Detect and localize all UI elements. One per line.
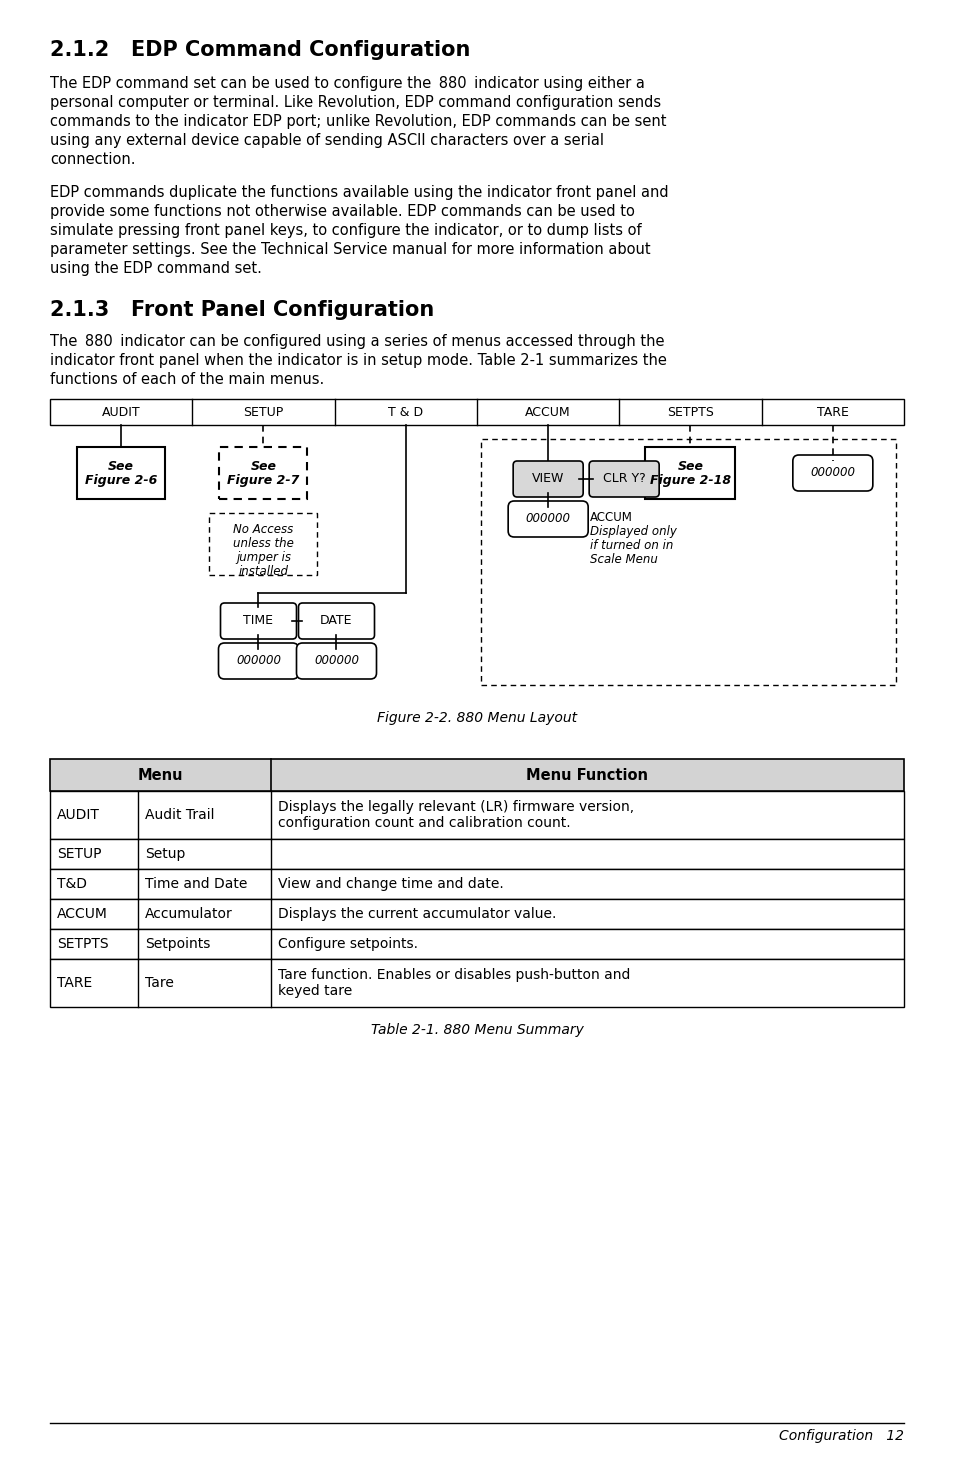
Text: SETUP: SETUP xyxy=(243,406,283,419)
FancyBboxPatch shape xyxy=(218,643,298,678)
Text: installed: installed xyxy=(238,565,288,578)
Text: provide some functions not otherwise available. EDP commands can be used to: provide some functions not otherwise ava… xyxy=(50,204,634,218)
Text: TARE: TARE xyxy=(57,976,92,990)
Text: Time and Date: Time and Date xyxy=(145,878,247,891)
Text: jumper is: jumper is xyxy=(235,552,291,563)
Text: AUDIT: AUDIT xyxy=(57,808,100,822)
Text: No Access: No Access xyxy=(233,524,294,535)
Text: VIEW: VIEW xyxy=(532,472,564,485)
Text: keyed tare: keyed tare xyxy=(277,984,352,999)
Text: SETPTS: SETPTS xyxy=(57,937,109,951)
Text: See: See xyxy=(677,460,702,473)
Text: Figure 2-2. 880 Menu Layout: Figure 2-2. 880 Menu Layout xyxy=(376,711,577,726)
Text: 000000: 000000 xyxy=(235,655,281,668)
Text: Figure 2-18: Figure 2-18 xyxy=(649,475,730,487)
Text: CLR Y?: CLR Y? xyxy=(602,472,645,485)
Text: ACCUM: ACCUM xyxy=(525,406,571,419)
Text: Accumulator: Accumulator xyxy=(145,907,233,920)
FancyBboxPatch shape xyxy=(508,502,588,537)
FancyBboxPatch shape xyxy=(589,462,659,497)
Text: Configuration   12: Configuration 12 xyxy=(779,1429,903,1443)
Text: Displays the legally relevant (LR) firmware version,: Displays the legally relevant (LR) firmw… xyxy=(277,799,634,814)
Text: Scale Menu: Scale Menu xyxy=(590,553,658,566)
Bar xyxy=(480,440,895,684)
Text: 000000: 000000 xyxy=(525,512,570,525)
Text: personal computer or terminal. Like Revolution, EDP command configuration sends: personal computer or terminal. Like Revo… xyxy=(50,94,660,111)
Bar xyxy=(50,869,903,898)
Text: The EDP command set can be used to configure the  880  indicator using either a: The EDP command set can be used to confi… xyxy=(50,77,644,91)
Text: The  880  indicator can be configured using a series of menus accessed through t: The 880 indicator can be configured usin… xyxy=(50,333,664,350)
Bar xyxy=(50,760,903,791)
Text: configuration count and calibration count.: configuration count and calibration coun… xyxy=(277,816,570,830)
Text: Figure 2-6: Figure 2-6 xyxy=(85,475,157,487)
Text: parameter settings. See the Technical Service manual for more information about: parameter settings. See the Technical Se… xyxy=(50,242,650,257)
Text: 2.1.3   Front Panel Configuration: 2.1.3 Front Panel Configuration xyxy=(50,299,434,320)
Text: EDP commands duplicate the functions available using the indicator front panel a: EDP commands duplicate the functions ava… xyxy=(50,184,668,201)
Text: ACCUM: ACCUM xyxy=(590,510,633,524)
Text: unless the: unless the xyxy=(233,537,294,550)
Text: Setpoints: Setpoints xyxy=(145,937,211,951)
Text: See: See xyxy=(251,460,276,473)
Text: Menu: Menu xyxy=(137,767,183,783)
FancyBboxPatch shape xyxy=(298,603,375,639)
Bar xyxy=(50,929,903,959)
Bar xyxy=(645,447,735,499)
Text: AUDIT: AUDIT xyxy=(102,406,140,419)
Text: using any external device capable of sending ASCII characters over a serial: using any external device capable of sen… xyxy=(50,133,603,148)
Text: Configure setpoints.: Configure setpoints. xyxy=(277,937,417,951)
Text: DATE: DATE xyxy=(320,615,353,627)
FancyBboxPatch shape xyxy=(296,643,376,678)
Text: SETUP: SETUP xyxy=(57,847,101,861)
Text: Audit Trail: Audit Trail xyxy=(145,808,214,822)
Text: Tare: Tare xyxy=(145,976,173,990)
Text: TIME: TIME xyxy=(243,615,274,627)
Text: T&D: T&D xyxy=(57,878,87,891)
Text: 000000: 000000 xyxy=(809,466,855,479)
Text: 2.1.2   EDP Command Configuration: 2.1.2 EDP Command Configuration xyxy=(50,40,470,60)
Text: simulate pressing front panel keys, to configure the indicator, or to dump lists: simulate pressing front panel keys, to c… xyxy=(50,223,641,237)
Text: Displayed only: Displayed only xyxy=(590,525,677,538)
Text: See: See xyxy=(108,460,134,473)
Text: functions of each of the main menus.: functions of each of the main menus. xyxy=(50,372,324,386)
Text: View and change time and date.: View and change time and date. xyxy=(277,878,503,891)
Text: Setup: Setup xyxy=(145,847,185,861)
FancyBboxPatch shape xyxy=(220,603,296,639)
Text: Figure 2-7: Figure 2-7 xyxy=(227,475,299,487)
FancyBboxPatch shape xyxy=(792,454,872,491)
Bar xyxy=(77,447,165,499)
Bar xyxy=(50,839,903,869)
FancyBboxPatch shape xyxy=(513,462,582,497)
Text: if turned on in: if turned on in xyxy=(590,538,673,552)
Text: Displays the current accumulator value.: Displays the current accumulator value. xyxy=(277,907,556,920)
Bar xyxy=(50,791,903,839)
Text: Tare function. Enables or disables push-button and: Tare function. Enables or disables push-… xyxy=(277,968,630,982)
Text: connection.: connection. xyxy=(50,152,135,167)
Text: 000000: 000000 xyxy=(314,655,358,668)
Text: using the EDP command set.: using the EDP command set. xyxy=(50,261,262,276)
Bar xyxy=(50,400,903,425)
Text: SETPTS: SETPTS xyxy=(666,406,713,419)
Text: commands to the indicator EDP port; unlike Revolution, EDP commands can be sent: commands to the indicator EDP port; unli… xyxy=(50,114,666,128)
Text: TARE: TARE xyxy=(816,406,848,419)
Bar xyxy=(50,898,903,929)
Text: indicator front panel when the indicator is in setup mode. Table 2-1 summarizes : indicator front panel when the indicator… xyxy=(50,353,666,367)
Bar xyxy=(210,513,317,575)
Text: Table 2-1. 880 Menu Summary: Table 2-1. 880 Menu Summary xyxy=(370,1024,583,1037)
Text: T & D: T & D xyxy=(388,406,423,419)
Text: ACCUM: ACCUM xyxy=(57,907,108,920)
Bar xyxy=(219,447,307,499)
Text: Menu Function: Menu Function xyxy=(526,767,648,783)
Bar xyxy=(50,959,903,1007)
